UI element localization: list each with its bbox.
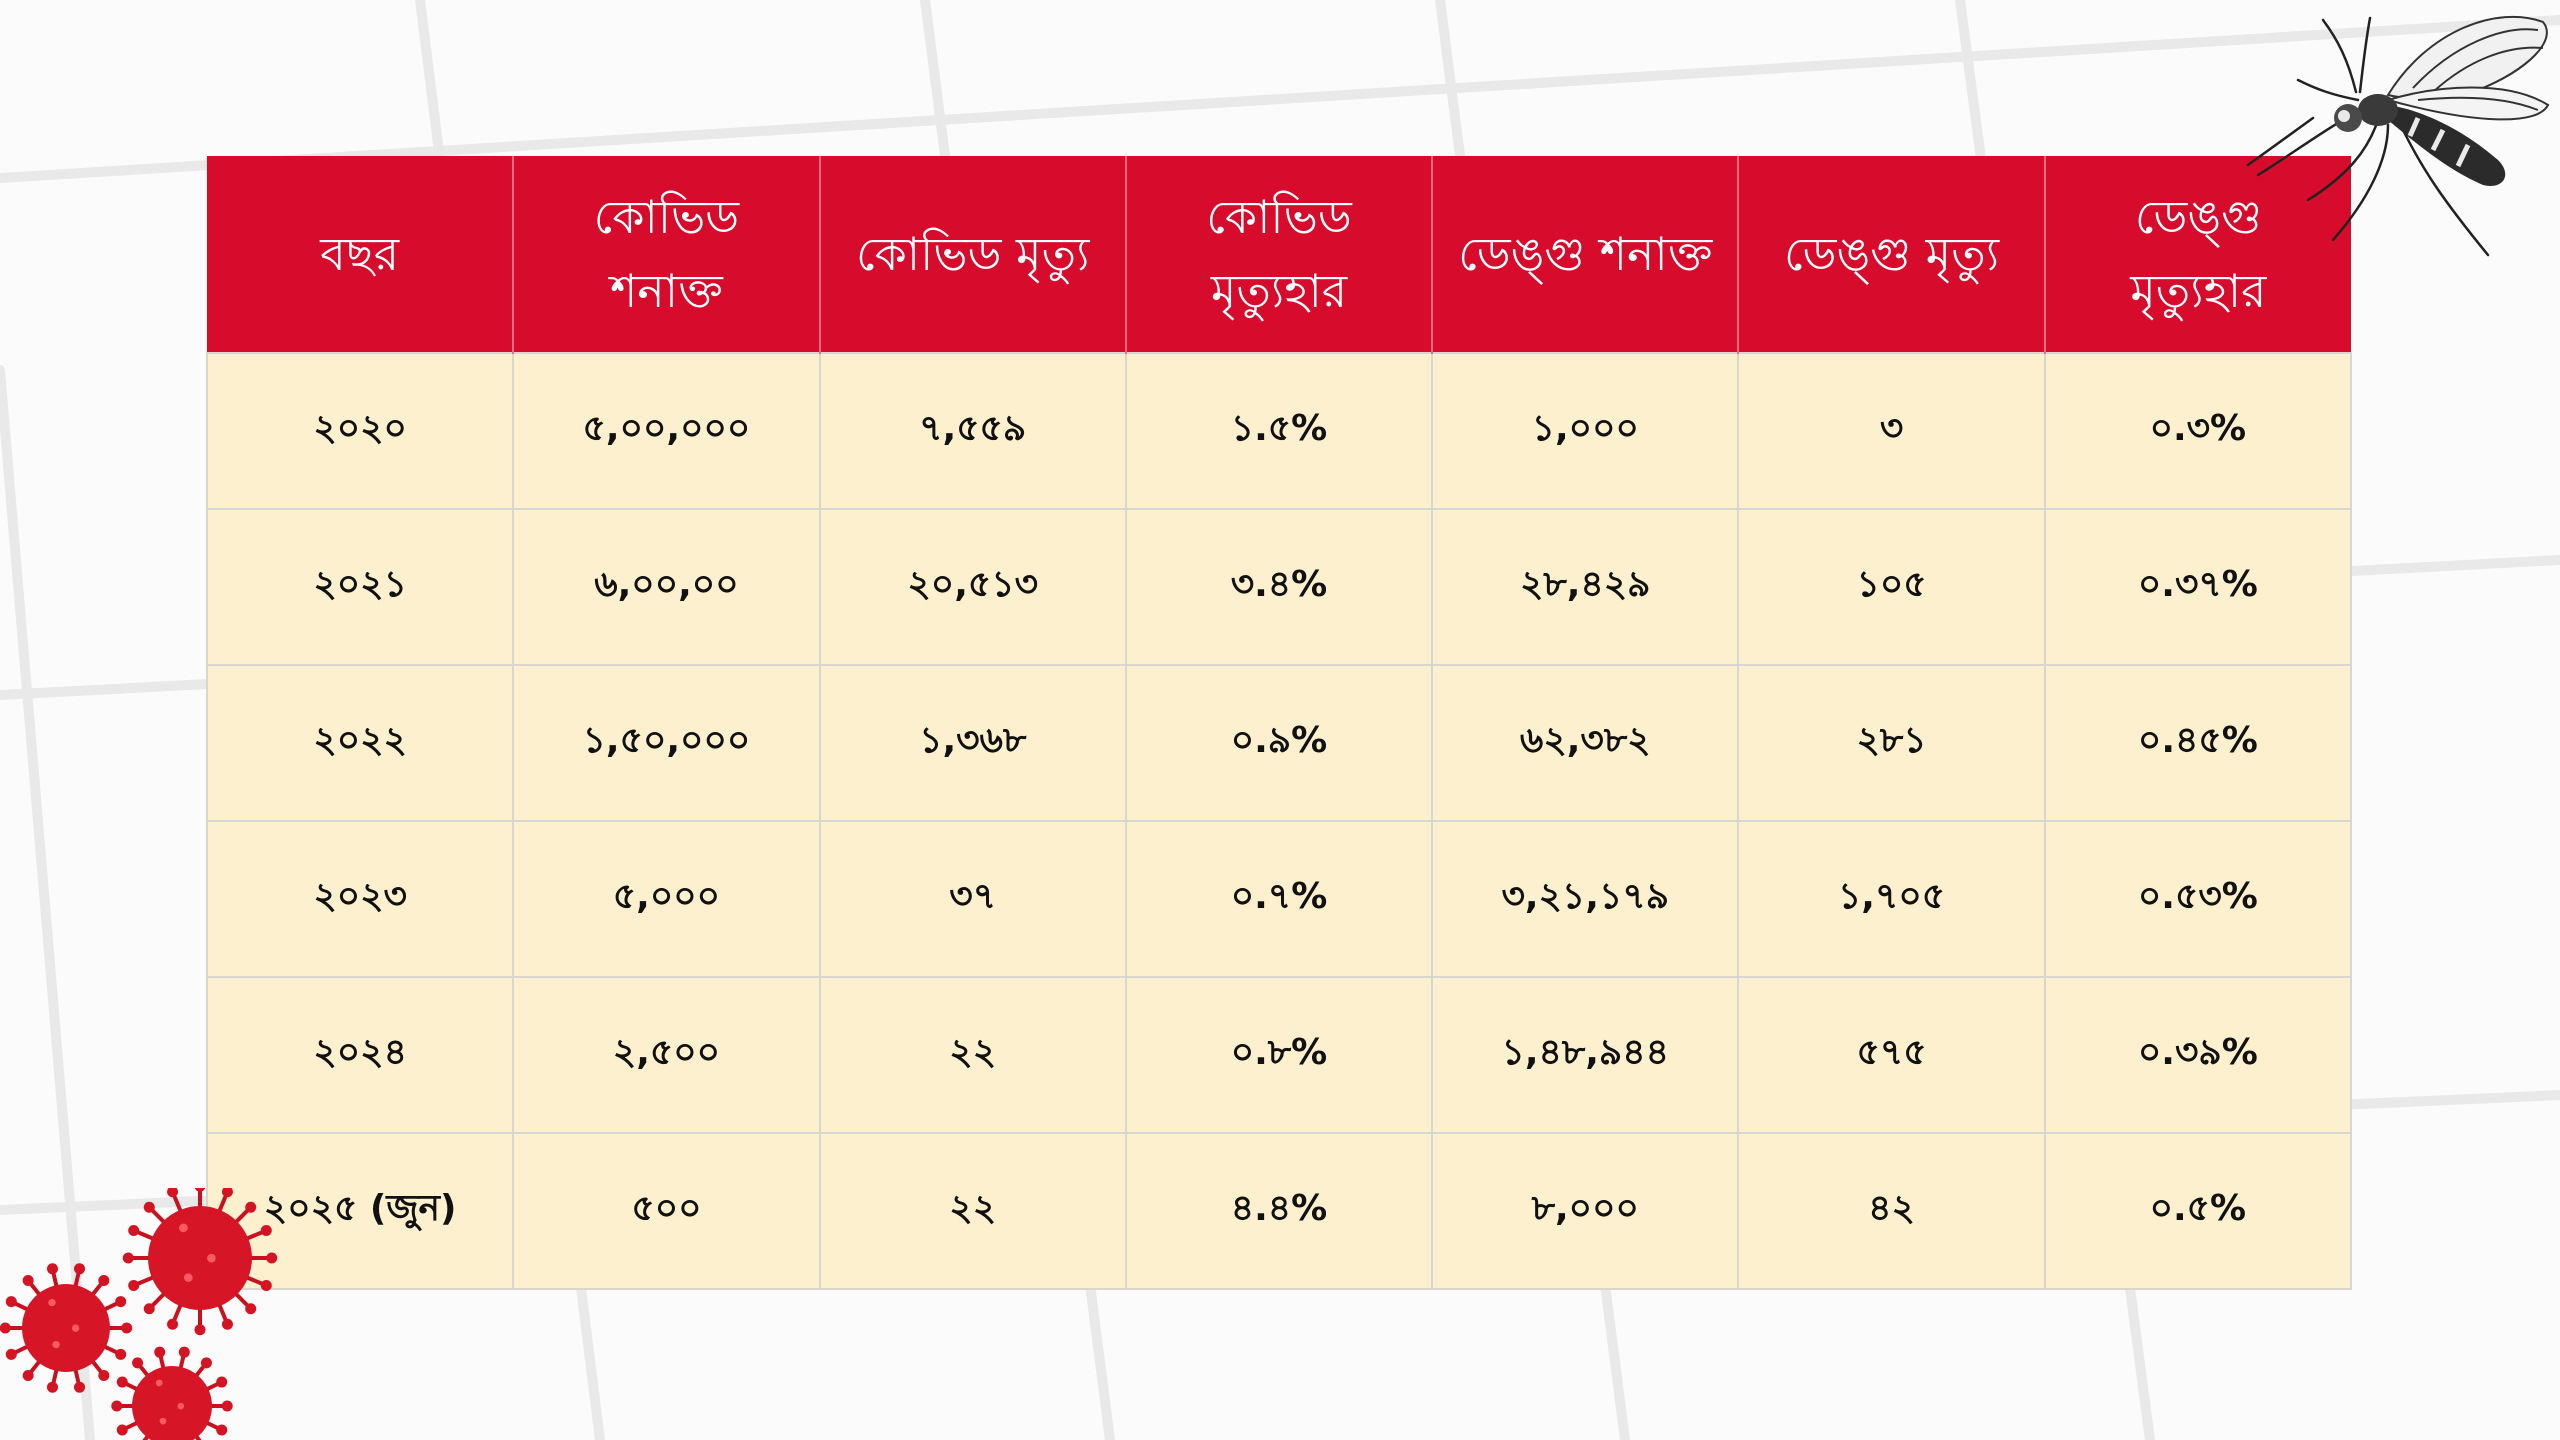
virus-icon bbox=[111, 1346, 233, 1440]
table-row: ২০২৫ (জুন) ৫০০ ২২ ৪.৪% ৮,০০০ ৪২ ০.৫% bbox=[205, 1132, 2353, 1290]
cell-covid-deaths: ২২ bbox=[818, 1132, 1127, 1290]
table-header-row: বছর কোভিড শনাক্ত কোভিড মৃত্যু কোভিড মৃত্… bbox=[207, 156, 2351, 353]
cell-dengue-death-rate: ০.৩% bbox=[2043, 352, 2353, 510]
cell-covid-deaths: ২২ bbox=[818, 976, 1127, 1134]
cell-dengue-death-rate: ০.৫% bbox=[2043, 1132, 2353, 1290]
header-dengue-death-rate: ডেঙ্গু মৃত্যুহার bbox=[2043, 156, 2351, 353]
virus-icon bbox=[0, 1263, 133, 1393]
cell-dengue-deaths: ৩ bbox=[1737, 352, 2046, 510]
cell-dengue-deaths: ৫৭৫ bbox=[1737, 976, 2046, 1134]
header-dengue-cases: ডেঙ্গু শনাক্ত bbox=[1431, 156, 1739, 353]
cell-covid-cases: ২,৫০০ bbox=[512, 976, 821, 1134]
cell-covid-death-rate: ০.৮% bbox=[1124, 976, 1434, 1134]
virus-icon bbox=[122, 1188, 278, 1336]
cell-covid-cases: ৫০০ bbox=[512, 1132, 821, 1290]
cell-covid-deaths: ২০,৫১৩ bbox=[818, 508, 1127, 666]
cell-year: ২০২১ bbox=[205, 508, 515, 666]
table-row: ২০২৩ ৫,০০০ ৩৭ ০.৭% ৩,২১,১৭৯ ১,৭০৫ ০.৫৩% bbox=[205, 820, 2353, 978]
cell-covid-death-rate: ০.৭% bbox=[1124, 820, 1434, 978]
cell-dengue-cases: ১,০০০ bbox=[1431, 352, 1740, 510]
cell-dengue-cases: ৩,২১,১৭৯ bbox=[1431, 820, 1740, 978]
cell-dengue-deaths: ২৮১ bbox=[1737, 664, 2046, 822]
cell-covid-cases: ৫,০০,০০০ bbox=[512, 352, 821, 510]
cell-dengue-death-rate: ০.৩৯% bbox=[2043, 976, 2353, 1134]
cell-year: ২০২২ bbox=[205, 664, 515, 822]
cell-covid-cases: ১,৫০,০০০ bbox=[512, 664, 821, 822]
header-covid-deaths: কোভিড মৃত্যু bbox=[818, 156, 1126, 353]
cell-dengue-cases: ৮,০০০ bbox=[1431, 1132, 1740, 1290]
cell-year: ২০২০ bbox=[205, 352, 515, 510]
table-row: ২০২০ ৫,০০,০০০ ৭,৫৫৯ ১.৫% ১,০০০ ৩ ০.৩% bbox=[205, 352, 2353, 510]
cell-dengue-deaths: ১,৭০৫ bbox=[1737, 820, 2046, 978]
virus-cluster-illustration bbox=[0, 1188, 278, 1440]
cell-year: ২০২৪ bbox=[205, 976, 515, 1134]
mosquito-illustration bbox=[2246, 15, 2550, 257]
cell-covid-death-rate: ১.৫% bbox=[1124, 352, 1434, 510]
cell-covid-cases: ৬,০০,০০ bbox=[512, 508, 821, 666]
cell-covid-death-rate: ৪.৪% bbox=[1124, 1132, 1434, 1290]
cell-dengue-cases: ২৮,৪২৯ bbox=[1431, 508, 1740, 666]
cell-dengue-cases: ৬২,৩৮২ bbox=[1431, 664, 1740, 822]
cell-dengue-deaths: ১০৫ bbox=[1737, 508, 2046, 666]
cell-dengue-cases: ১,৪৮,৯৪৪ bbox=[1431, 976, 1740, 1134]
cell-covid-cases: ৫,০০০ bbox=[512, 820, 821, 978]
cell-dengue-death-rate: ০.৩৭% bbox=[2043, 508, 2353, 666]
header-covid-cases: কোভিড শনাক্ত bbox=[512, 156, 820, 353]
table-row: ২০২৪ ২,৫০০ ২২ ০.৮% ১,৪৮,৯৪৪ ৫৭৫ ০.৩৯% bbox=[205, 976, 2353, 1134]
cell-year: ২০২৩ bbox=[205, 820, 515, 978]
header-dengue-deaths: ডেঙ্গু মৃত্যু bbox=[1737, 156, 2045, 353]
cell-covid-death-rate: ০.৯% bbox=[1124, 664, 1434, 822]
cell-dengue-deaths: ৪২ bbox=[1737, 1132, 2046, 1290]
header-year: বছর bbox=[207, 156, 514, 353]
table-row: ২০২২ ১,৫০,০০০ ১,৩৬৮ ০.৯% ৬২,৩৮২ ২৮১ ০.৪৫… bbox=[205, 664, 2353, 822]
cell-dengue-death-rate: ০.৫৩% bbox=[2043, 820, 2353, 978]
covid-dengue-table: বছর কোভিড শনাক্ত কোভিড মৃত্যু কোভিড মৃত্… bbox=[205, 156, 2353, 1290]
cell-covid-deaths: ৩৭ bbox=[818, 820, 1127, 978]
header-covid-death-rate: কোভিড মৃত্যুহার bbox=[1124, 156, 1433, 353]
cell-covid-death-rate: ৩.৪% bbox=[1124, 508, 1434, 666]
table-row: ২০২১ ৬,০০,০০ ২০,৫১৩ ৩.৪% ২৮,৪২৯ ১০৫ ০.৩৭… bbox=[205, 508, 2353, 666]
cell-covid-deaths: ১,৩৬৮ bbox=[818, 664, 1127, 822]
cell-covid-deaths: ৭,৫৫৯ bbox=[818, 352, 1127, 510]
cell-year: ২০২৫ (জুন) bbox=[205, 1132, 515, 1290]
cell-dengue-death-rate: ০.৪৫% bbox=[2043, 664, 2353, 822]
